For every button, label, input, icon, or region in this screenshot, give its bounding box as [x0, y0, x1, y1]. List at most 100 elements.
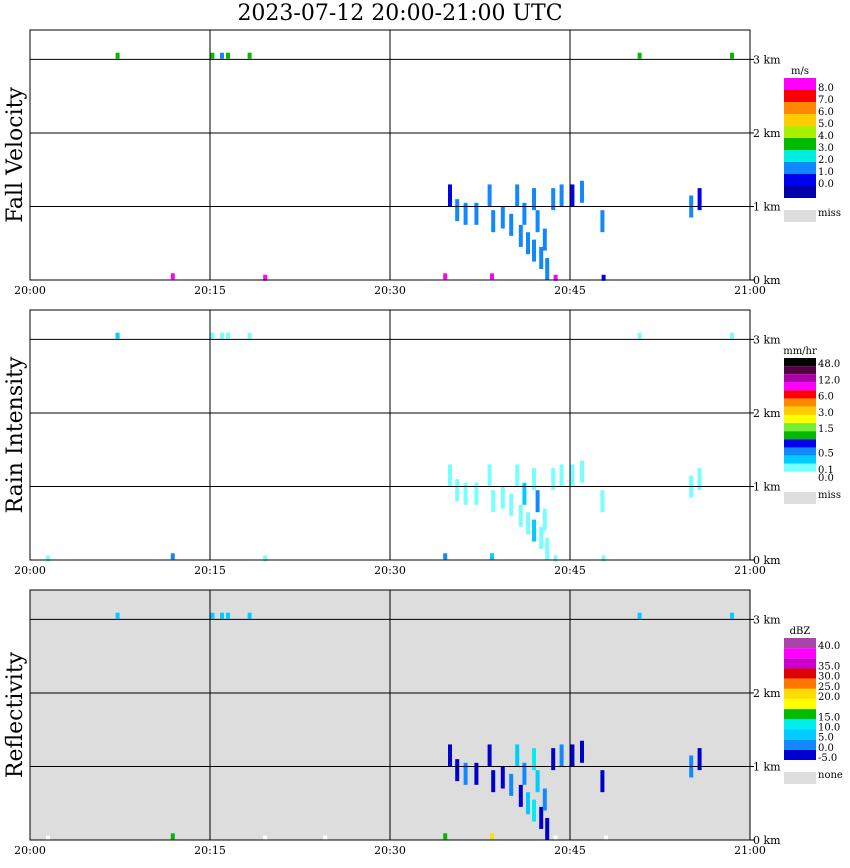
y-tick-label: 2 km: [753, 407, 781, 420]
data-cell: [570, 184, 575, 207]
colorbar-swatch: [784, 174, 816, 186]
y-tick-label: 0 km: [753, 554, 781, 567]
x-tick-label: 20:00: [14, 844, 46, 857]
colorbar-label: 10.0: [818, 723, 840, 734]
colorbar-label: 12.0: [818, 375, 840, 386]
data-cell: [532, 519, 536, 542]
colorbar-missing-swatch: [784, 492, 816, 504]
colorbar-label: 4.0: [818, 131, 834, 142]
colorbar-swatch: [784, 126, 816, 138]
data-cell: [553, 555, 558, 562]
data-cell: [210, 612, 215, 619]
data-cell: [522, 762, 527, 785]
data-cell: [487, 184, 492, 207]
colorbar-swatch: [784, 648, 816, 659]
colorbar-label: 6.0: [818, 392, 834, 403]
x-tick-label: 20:00: [14, 564, 46, 577]
data-cell: [500, 206, 505, 229]
y-tick-label: 1 km: [753, 760, 781, 773]
colorbar-label: 7.0: [818, 95, 834, 106]
data-cell: [448, 464, 452, 487]
data-cell: [487, 744, 492, 767]
colorbar-label: 2.0: [818, 155, 834, 166]
data-cell: [545, 257, 550, 280]
data-cell: [580, 180, 584, 203]
colorbar-label: -5.0: [818, 753, 837, 764]
data-cell: [443, 833, 448, 840]
colorbar-swatch: [784, 455, 816, 464]
colorbar-swatch: [784, 739, 816, 750]
colorbar-swatch: [784, 668, 816, 679]
data-cell: [551, 188, 556, 211]
y-tick-label: 3 km: [753, 613, 781, 626]
data-cell: [570, 464, 575, 487]
panel-ylabel: Fall Velocity: [3, 87, 28, 223]
colorbar-label: 1.5: [818, 424, 834, 435]
data-cell: [474, 762, 479, 785]
x-tick-label: 20:30: [374, 564, 406, 577]
data-cell: [637, 52, 642, 59]
panel-frame: [29, 29, 751, 281]
data-cell: [463, 202, 468, 225]
data-cell: [115, 332, 120, 339]
data-cell: [226, 52, 230, 59]
data-cell: [247, 612, 252, 619]
colorbar-swatch: [784, 162, 816, 174]
colorbar-label: 25.0: [818, 682, 840, 693]
data-cell: [515, 464, 520, 487]
colorbar-label: 0.5: [818, 449, 834, 460]
y-tick-label: 3 km: [753, 333, 781, 346]
colorbar-label: 0.1: [818, 465, 834, 476]
colorbar-swatch: [784, 90, 816, 102]
x-tick-label: 21:00: [734, 844, 766, 857]
data-cell: [526, 512, 530, 535]
data-cell: [210, 332, 215, 339]
colorbar-swatch: [784, 390, 816, 399]
data-cell: [490, 833, 494, 840]
x-tick-label: 20:00: [14, 284, 46, 297]
colorbar-missing-swatch: [784, 210, 816, 222]
data-cell: [170, 553, 175, 560]
colorbar-swatch: [784, 688, 816, 699]
colorbar-label: 20.0: [818, 692, 840, 703]
data-cell: [509, 773, 514, 796]
data-cell: [539, 526, 544, 549]
data-cell: [474, 482, 479, 505]
colorbar-swatch: [784, 78, 816, 90]
data-cell: [515, 744, 520, 767]
data-cell: [518, 224, 523, 247]
colorbar-swatch: [784, 382, 816, 391]
data-cell: [545, 537, 550, 560]
data-cell: [443, 273, 448, 280]
data-cell: [526, 792, 530, 815]
x-tick-label: 21:00: [734, 564, 766, 577]
data-cell: [474, 202, 479, 225]
colorbar-label: 3.0: [818, 408, 834, 419]
x-tick-label: 20:45: [554, 284, 586, 297]
data-cell: [730, 612, 734, 619]
data-cell: [539, 246, 544, 269]
colorbar-swatch: [784, 150, 816, 162]
colorbar-label: 6.0: [818, 107, 834, 118]
colorbar-swatch: [784, 423, 816, 432]
data-cell: [730, 52, 734, 59]
data-cell: [522, 482, 527, 505]
colorbar-label: 15.0: [818, 712, 840, 723]
data-cell: [542, 508, 547, 531]
data-cell: [247, 52, 252, 59]
colorbar-missing-swatch: [784, 772, 816, 784]
colorbar-missing-label: miss: [818, 490, 841, 501]
colorbar-label: 40.0: [818, 641, 840, 652]
data-cell: [551, 468, 556, 491]
colorbar-swatch: [784, 658, 816, 669]
colorbar-label: 35.0: [818, 662, 840, 673]
colorbar-swatch: [784, 638, 816, 649]
x-tick-label: 20:45: [554, 844, 586, 857]
data-cell: [545, 817, 550, 840]
colorbar-label: 1.0: [818, 167, 834, 178]
data-cell: [542, 228, 547, 251]
colorbar-label: 8.0: [818, 83, 834, 94]
data-cell: [580, 460, 584, 483]
colorbar-swatch: [784, 358, 816, 367]
